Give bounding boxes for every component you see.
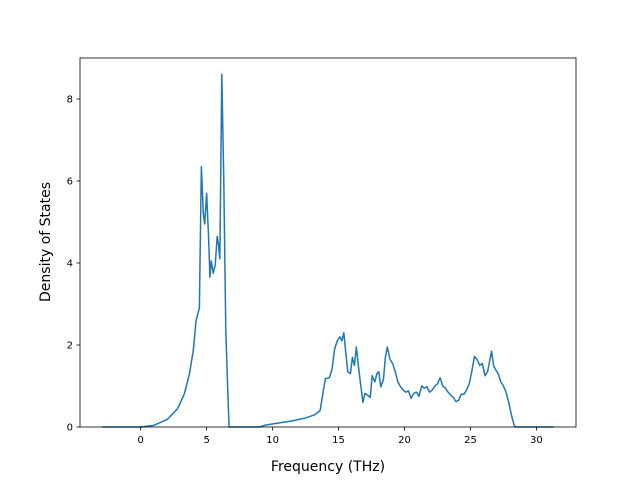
plot-area (102, 73, 554, 428)
y-tick-label: 8 (67, 95, 73, 106)
x-tick-label: 10 (266, 435, 279, 446)
y-tick-label: 4 (67, 259, 73, 270)
x-tick-label: 0 (137, 435, 143, 446)
x-tick-label: 5 (203, 435, 209, 446)
dos-series-line (102, 73, 554, 428)
x-tick-label: 20 (398, 435, 411, 446)
y-tick-label: 2 (67, 341, 73, 352)
y-tick-label: 6 (67, 177, 73, 188)
plot-frame (79, 57, 577, 428)
x-tick-label: 30 (530, 435, 543, 446)
x-tick-label: 15 (332, 435, 345, 446)
y-tick-label: 0 (67, 423, 73, 434)
y-axis-label: Density of States (38, 182, 54, 302)
axes: 0 5 10 15 20 25 30 0 2 4 6 8 (67, 57, 577, 446)
x-tick-label: 25 (464, 435, 477, 446)
x-axis-label: Frequency (THz) (271, 459, 385, 475)
